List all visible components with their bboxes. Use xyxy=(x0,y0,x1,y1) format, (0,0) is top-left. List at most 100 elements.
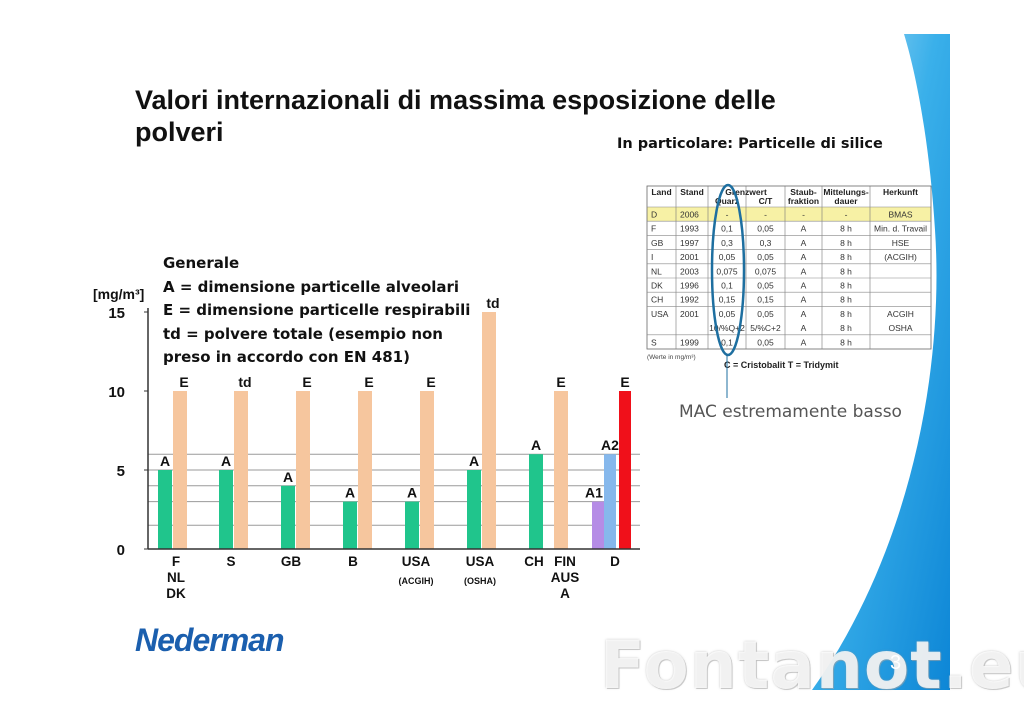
table-cell: A xyxy=(801,323,807,333)
table-header-cell: Quarz xyxy=(715,196,739,206)
x-tick-label: (ACGIH) xyxy=(399,576,434,586)
page-number: 3 xyxy=(890,652,902,674)
table-cell: (ACGIH) xyxy=(884,252,917,262)
quarz-highlight-ellipse xyxy=(710,183,746,357)
table-cell: 8 h xyxy=(840,266,852,276)
y-tick-label: 15 xyxy=(108,305,125,322)
table-cell: 0,05 xyxy=(719,252,736,262)
y-tick-label: 0 xyxy=(117,542,125,559)
bar xyxy=(529,454,543,549)
x-tick-label: A xyxy=(560,586,570,601)
bar-label: A1 xyxy=(585,485,603,501)
table-header-cell: Land xyxy=(651,187,671,197)
table-cell: ACGIH xyxy=(887,309,914,319)
table-cell: 0,05 xyxy=(757,337,774,347)
table-cell: 2001 xyxy=(680,309,699,319)
table-cell: CH xyxy=(651,295,663,305)
bar xyxy=(234,391,248,549)
x-tick-label: F xyxy=(172,554,180,569)
table-cell: 0,05 xyxy=(757,281,774,291)
table-cell: 1996 xyxy=(680,281,699,291)
bar xyxy=(158,470,172,549)
table-cell: 10/%Q+2 xyxy=(709,323,745,333)
x-tick-label: GB xyxy=(281,554,302,569)
x-tick-label: (OSHA) xyxy=(464,576,496,586)
table-cell: D xyxy=(651,210,657,220)
bar xyxy=(343,501,357,549)
x-tick-label: FIN xyxy=(554,554,576,569)
table-cell: 0,075 xyxy=(716,266,738,276)
table-header-cell: Herkunft xyxy=(883,187,918,197)
table-footnote: (Werte in mg/m³) xyxy=(647,354,696,361)
bar xyxy=(173,391,187,549)
x-tick-label: CH xyxy=(524,554,544,569)
bar-label: td xyxy=(486,295,499,311)
table-cell: 0,075 xyxy=(755,266,777,276)
bar xyxy=(219,470,233,549)
table-cell: 0,3 xyxy=(721,238,733,248)
y-tick-label: 5 xyxy=(117,463,125,480)
x-tick-label: DK xyxy=(166,586,186,601)
table-cell: USA xyxy=(651,309,669,319)
table-header-cell: Staub- xyxy=(790,187,817,197)
table-cell: GB xyxy=(651,238,664,248)
table-cell: 2001 xyxy=(680,252,699,262)
table-highlight-row xyxy=(647,207,931,222)
bar-label: E xyxy=(302,374,311,390)
table-cell: 0,1 xyxy=(721,337,733,347)
table-cell: 0,05 xyxy=(719,309,736,319)
bar-label: A xyxy=(531,437,541,453)
table-header-cell: fraktion xyxy=(788,196,819,206)
table-cell: 5/%C+2 xyxy=(750,323,781,333)
table-header-cell: dauer xyxy=(834,196,858,206)
bar xyxy=(619,391,631,549)
table-subtitle: In particolare: Particelle di silice xyxy=(617,136,883,152)
table-cell: 8 h xyxy=(840,224,852,234)
table-cell: 8 h xyxy=(840,309,852,319)
table-header-cell: Stand xyxy=(680,187,704,197)
table-legend: C = Cristobalit T = Tridymit xyxy=(724,360,839,370)
bar xyxy=(554,391,568,549)
table-cell: 1992 xyxy=(680,295,699,305)
table-cell: A xyxy=(801,252,807,262)
table-cell: 2006 xyxy=(680,210,699,220)
table-cell: BMAS xyxy=(888,210,912,220)
legend-line: A = dimensione particelle alveolari xyxy=(163,277,460,296)
bar xyxy=(420,391,434,549)
y-tick-label: 10 xyxy=(108,384,125,401)
table-cell: F xyxy=(651,224,656,234)
bar-label: A xyxy=(345,485,355,501)
table-cell: 0,05 xyxy=(757,252,774,262)
table-cell: - xyxy=(764,210,767,220)
table-cell: 0,1 xyxy=(721,281,733,291)
bar-label: A xyxy=(283,469,293,485)
table-cell: 8 h xyxy=(840,323,852,333)
bar-label: A2 xyxy=(601,437,619,453)
legend-line: Generale xyxy=(163,254,240,272)
legend-line: E = dimensione particelle respirabili xyxy=(163,301,471,319)
x-tick-label: B xyxy=(348,554,358,569)
x-tick-label: USA xyxy=(402,554,431,569)
table-cell: 8 h xyxy=(840,281,852,291)
table-cell: 0,05 xyxy=(757,224,774,234)
table-cell: 8 h xyxy=(840,295,852,305)
x-tick-label: NL xyxy=(167,570,185,585)
table-cell: 1993 xyxy=(680,224,699,234)
bar-label: A xyxy=(407,485,417,501)
bar xyxy=(405,501,419,549)
table-cell: 8 h xyxy=(840,337,852,347)
table-header-cell: Mittelungs- xyxy=(823,187,868,197)
watermark: Fontanot.eu xyxy=(600,627,1024,704)
bar xyxy=(358,391,372,549)
y-axis-label: [mg/m³] xyxy=(93,286,144,302)
bar-legend-box: Generale A = dimensione particelle alveo… xyxy=(161,250,474,372)
table-cell: - xyxy=(802,210,805,220)
bar xyxy=(296,391,310,549)
table-cell: HSE xyxy=(892,238,910,248)
table-cell: 2003 xyxy=(680,266,699,276)
x-tick-label: AUS xyxy=(551,570,580,585)
